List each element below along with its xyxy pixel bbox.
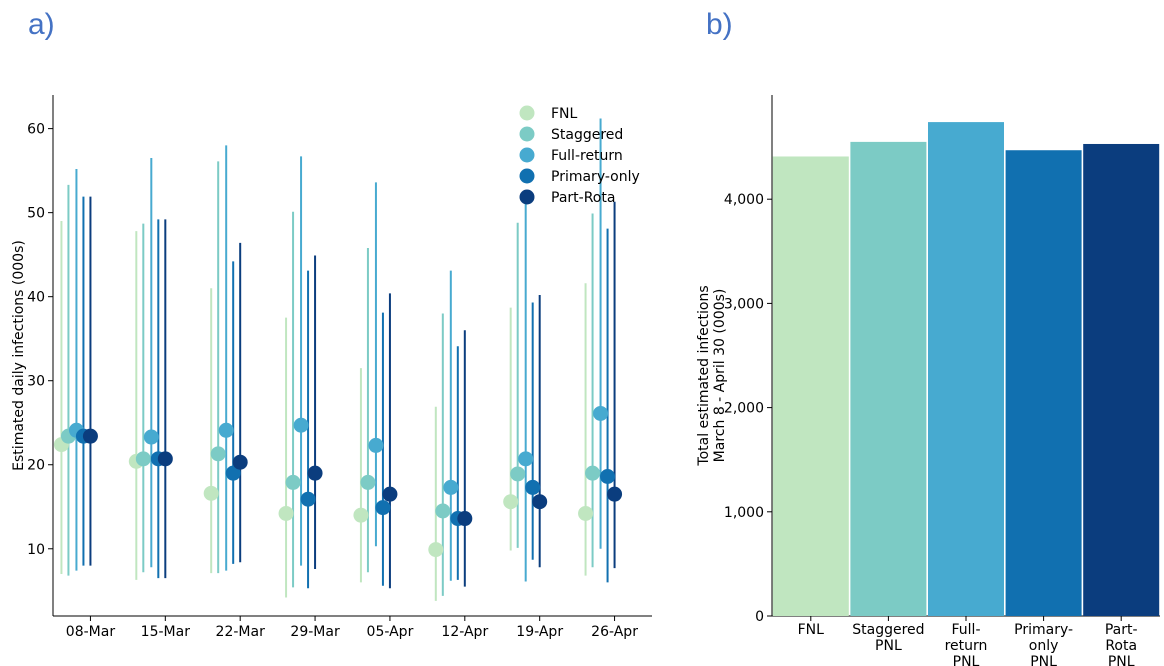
bar (850, 141, 927, 616)
data-point (600, 469, 616, 485)
data-point (135, 451, 151, 467)
data-point (307, 465, 323, 481)
x-tick-label: PNL (875, 638, 902, 654)
y-tick-label: 30 (27, 374, 45, 390)
data-point (607, 486, 623, 502)
x-tick-label: PNL (1030, 654, 1057, 666)
x-tick-label: return (945, 638, 988, 654)
y-tick-label: 10 (27, 542, 45, 558)
panel-b-label: b) (706, 8, 733, 41)
data-point (218, 422, 234, 438)
chart-a-daily-infections: 10 20 30 40 50 60 08-Mar 15-Mar 22-Mar 29-Mar 05-A… (11, 95, 652, 640)
x-tick-label: Part- (1105, 622, 1138, 638)
y-tick-label: 1,000 (724, 505, 764, 521)
bar (928, 122, 1004, 616)
data-point (532, 494, 548, 510)
legend-label: FNL (551, 106, 578, 122)
data-point (585, 465, 601, 481)
data-point (457, 511, 473, 527)
x-tick-label: FNL (798, 622, 825, 638)
data-point (503, 494, 519, 510)
data-point (293, 417, 309, 433)
x-tick-label: 05-Apr (367, 624, 414, 640)
bar (1083, 143, 1160, 616)
legend-label: Full-return (551, 148, 623, 164)
x-tick-label: Staggered (852, 622, 924, 638)
data-point (210, 446, 226, 462)
data-point (525, 479, 541, 495)
x-tick-label: 08-Mar (66, 624, 116, 640)
data-point (382, 486, 398, 502)
legend-label: Part-Rota (551, 190, 615, 206)
y-axis-label-line: Total estimated infections (696, 285, 712, 466)
data-point (225, 465, 241, 481)
x-tick-label: PNL (953, 654, 980, 666)
data-point (428, 542, 444, 558)
y-tick-label: 50 (27, 206, 45, 222)
data-point (353, 507, 369, 523)
data-point (510, 466, 526, 482)
y-axis-label-line: March 8 - April 30 (000s) (712, 289, 728, 463)
x-tick-label: Rota (1105, 638, 1137, 654)
y-tick-label: 3,000 (724, 296, 764, 312)
data-point (368, 437, 384, 453)
bar (1005, 150, 1082, 616)
x-tick-label: PNL (1108, 654, 1135, 666)
x-tick-label: 26-Apr (591, 624, 638, 640)
data-point (360, 474, 376, 490)
y-tick-label: 0 (755, 609, 764, 625)
x-tick-label: 15-Mar (141, 624, 191, 640)
data-point (278, 505, 294, 521)
data-point (82, 428, 98, 444)
data-point (300, 491, 316, 507)
data-point (435, 503, 451, 519)
data-point (593, 405, 609, 421)
y-tick-label: 60 (27, 122, 45, 138)
legend-marker (519, 105, 535, 121)
legend-marker (519, 126, 535, 142)
data-point (203, 485, 219, 501)
x-tick-label: only (1029, 638, 1059, 654)
x-tick-label: 29-Mar (290, 624, 340, 640)
panel-a-label: a) (28, 8, 55, 41)
y-tick-label: 40 (27, 290, 45, 306)
y-axis-label: Total estimated infections March 8 - Apri… (696, 285, 728, 466)
legend-label: Primary-only (551, 169, 640, 185)
data-point (143, 429, 159, 445)
legend-marker (519, 189, 535, 205)
y-tick-label: 2,000 (724, 401, 764, 417)
y-tick-label: 4,000 (724, 192, 764, 208)
x-tick-label: 12-Apr (441, 624, 488, 640)
data-point (232, 454, 248, 470)
bar (772, 156, 849, 616)
data-point (375, 500, 391, 516)
legend-marker (519, 147, 535, 163)
y-tick-label: 20 (27, 458, 45, 474)
x-tick-label: Primary- (1014, 622, 1073, 638)
data-point (443, 479, 459, 495)
data-point (285, 474, 301, 490)
x-tick-label: 22-Mar (216, 624, 266, 640)
legend-marker (519, 168, 535, 184)
data-point (518, 451, 534, 467)
legend-label: Staggered (551, 127, 623, 143)
y-axis-label: Estimated daily infections (000s) (11, 240, 27, 471)
data-point (578, 505, 594, 521)
data-point (157, 451, 173, 467)
x-tick-label: 19-Apr (516, 624, 563, 640)
x-tick-label: Full- (952, 622, 981, 638)
